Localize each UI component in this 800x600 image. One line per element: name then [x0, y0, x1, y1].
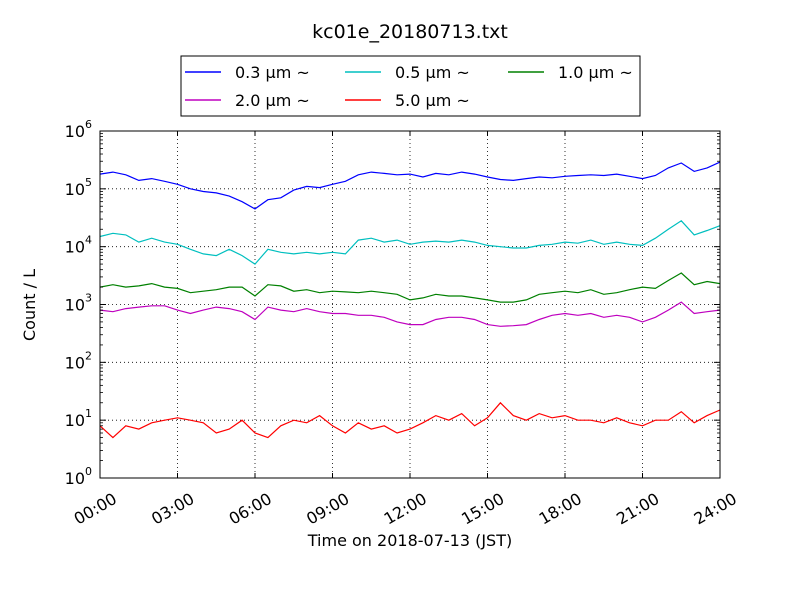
legend-label-2: 1.0 μm ~: [558, 63, 633, 82]
x-tick-label: 09:00: [303, 489, 352, 529]
series-line-3: [99, 301, 721, 327]
series-line-1: [99, 220, 721, 265]
x-tick-label: 15:00: [458, 489, 507, 529]
y-tick-exponent: 2: [85, 349, 92, 362]
x-tick-label: 18:00: [536, 489, 585, 529]
y-tick-exponent: 1: [85, 407, 92, 420]
y-tick-base: 10: [65, 411, 85, 430]
y-tick-base: 10: [65, 180, 85, 199]
legend-label-0: 0.3 μm ~: [235, 63, 310, 82]
y-tick-label: 101: [65, 407, 92, 430]
legend-label-1: 0.5 μm ~: [395, 63, 470, 82]
y-tick-label: 100: [65, 465, 92, 488]
x-tick-label: 12:00: [381, 489, 430, 529]
x-tick-label: 21:00: [613, 489, 662, 529]
y-tick-label: 106: [65, 118, 92, 141]
legend-label-4: 5.0 μm ~: [395, 91, 470, 110]
y-tick-base: 10: [65, 238, 85, 257]
chart-title: kc01e_20180713.txt: [312, 21, 508, 43]
y-tick-label: 102: [65, 349, 92, 372]
y-tick-label: 105: [65, 176, 92, 199]
axis-ticks: [99, 130, 721, 479]
series-lines: [99, 161, 721, 439]
y-tick-exponent: 3: [85, 292, 92, 305]
y-tick-exponent: 6: [85, 118, 92, 131]
y-tick-exponent: 5: [85, 176, 92, 189]
y-tick-base: 10: [65, 296, 85, 315]
grid: [100, 131, 720, 478]
x-axis-label: Time on 2018-07-13 (JST): [307, 531, 512, 550]
legend: 0.3 μm ~ 0.5 μm ~ 1.0 μm ~ 2.0 μm ~ 5.0 μm ~: [180, 55, 641, 117]
y-tick-base: 10: [65, 469, 85, 488]
y-tick-exponent: 0: [85, 465, 92, 478]
series-line-0: [99, 161, 721, 210]
y-axis-label: Count / L: [20, 269, 39, 341]
y-tick-base: 10: [65, 353, 85, 372]
legend-box: [180, 55, 641, 117]
legend-label-3: 2.0 μm ~: [235, 91, 310, 110]
x-axis-tick-labels: 00:00 03:00 06:00 09:00 12:00 15:00 18:00 21:00…: [71, 489, 740, 529]
y-tick-label: 103: [65, 292, 92, 315]
x-tick-label: 06:00: [226, 489, 275, 529]
x-tick-label: 03:00: [148, 489, 197, 529]
y-tick-label: 104: [65, 234, 92, 257]
series-line-2: [99, 272, 721, 303]
x-tick-label: 00:00: [71, 489, 120, 529]
x-tick-label: 24:00: [691, 489, 740, 529]
y-tick-base: 10: [65, 122, 85, 141]
series-line-4: [99, 401, 721, 439]
y-tick-exponent: 4: [85, 234, 92, 247]
